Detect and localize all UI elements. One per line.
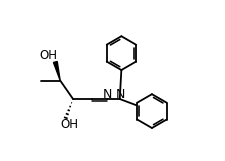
Text: N: N bbox=[116, 88, 125, 101]
Polygon shape bbox=[54, 62, 60, 80]
Text: OH: OH bbox=[61, 118, 79, 131]
Text: OH: OH bbox=[39, 49, 57, 62]
Text: N: N bbox=[103, 88, 112, 101]
